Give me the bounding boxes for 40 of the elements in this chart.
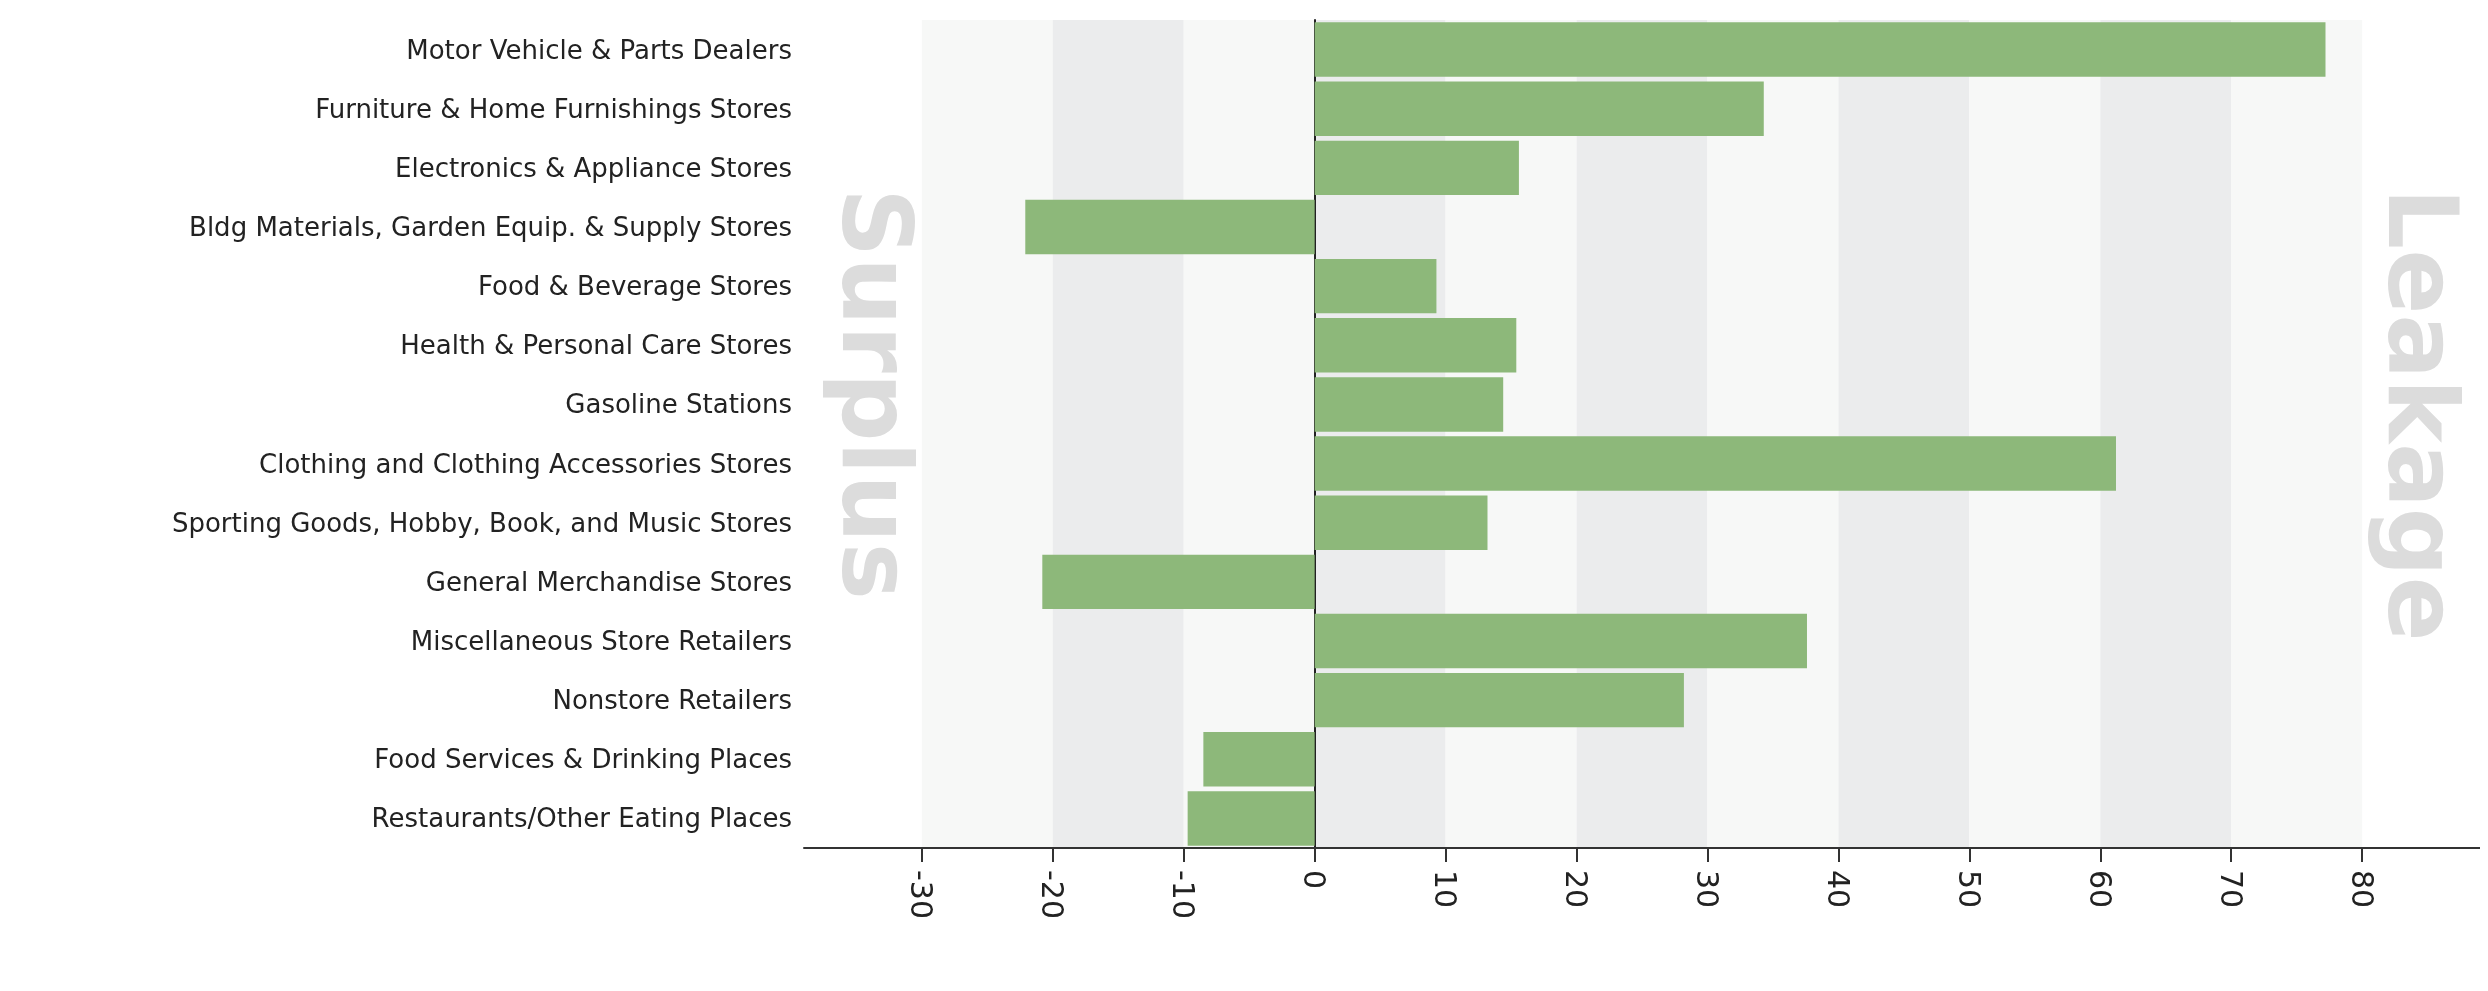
bar xyxy=(1314,377,1504,432)
x-tick-label: 40 xyxy=(1820,870,1856,909)
x-tick-label: 0 xyxy=(1297,870,1333,890)
y-tick-label: Furniture & Home Furnishings Stores xyxy=(315,93,792,124)
bar xyxy=(1203,732,1315,787)
x-tick-label: 30 xyxy=(1689,870,1725,909)
y-tick-label: Health & Personal Care Stores xyxy=(400,330,792,361)
x-tick-label: 50 xyxy=(1951,870,1987,909)
y-tick-label: Bldg Materials, Garden Equip. & Supply Stores xyxy=(189,212,792,242)
y-tick-label: Gasoline Stations xyxy=(565,389,792,420)
bar xyxy=(1187,791,1315,846)
y-tick-label: Electronics & Appliance Stores xyxy=(395,152,792,183)
y-tick-label: Food Services & Drinking Places xyxy=(374,744,792,775)
y-tick-label: Clothing and Clothing Accessories Stores xyxy=(259,448,792,479)
bar xyxy=(1314,140,1519,196)
x-tick-label: -30 xyxy=(904,870,940,919)
bar xyxy=(1314,22,2326,77)
bar xyxy=(1314,613,1807,669)
y-tick-label: Miscellaneous Store Retailers xyxy=(410,626,792,656)
x-tick-label: 10 xyxy=(1428,870,1464,909)
bar xyxy=(1025,199,1315,255)
bar xyxy=(1042,554,1315,610)
bar xyxy=(1314,495,1488,550)
y-tick-label: Nonstore Retailers xyxy=(552,685,792,716)
x-tick-label: 60 xyxy=(2082,870,2118,909)
x-tick-label: 20 xyxy=(1559,870,1595,909)
bar xyxy=(1314,436,2116,491)
y-tick-label: Restaurants/Other Eating Places xyxy=(371,803,792,834)
y-tick-label: Food & Beverage Stores xyxy=(477,271,792,302)
y-tick-label: Sporting Goods, Hobby, Book, and Music Stores xyxy=(171,507,792,538)
x-tick-label: 70 xyxy=(2213,870,2249,909)
x-tick-label: -10 xyxy=(1166,870,1202,919)
bar xyxy=(1314,672,1684,728)
y-tick-label: General Merchandise Stores xyxy=(425,566,792,597)
bar xyxy=(1314,258,1437,314)
x-tick-label: 80 xyxy=(2344,870,2380,909)
bar xyxy=(1314,318,1517,373)
bar xyxy=(1314,81,1764,136)
y-tick-label: Motor Vehicle & Parts Dealers xyxy=(406,34,792,65)
x-tick-label: -20 xyxy=(1035,870,1071,919)
